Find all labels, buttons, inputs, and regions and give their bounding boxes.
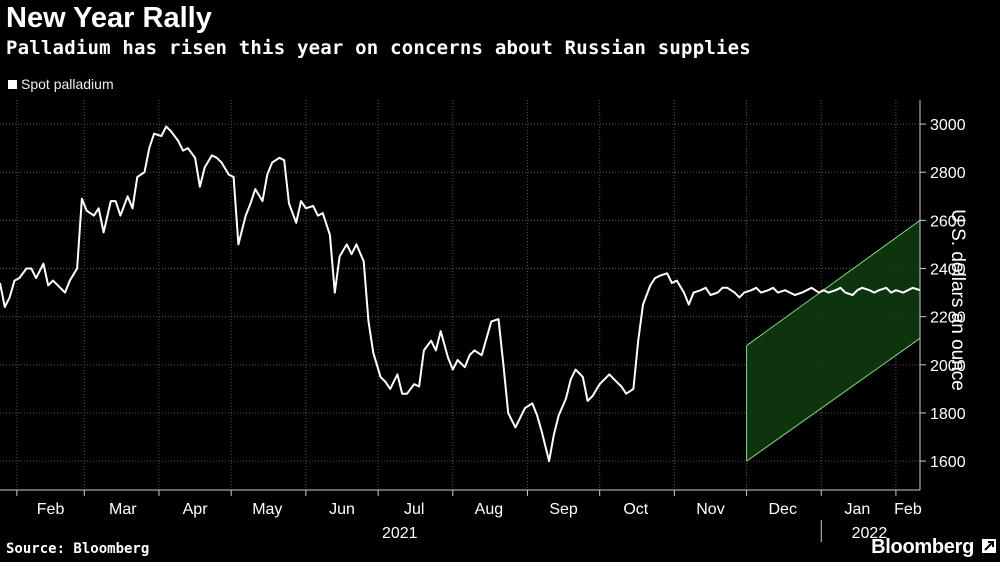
x-tick-label: Jul	[404, 501, 424, 518]
x-tick-label: Nov	[696, 501, 724, 518]
brand-logo: Bloomberg	[871, 536, 974, 558]
x-year-label: 2021	[382, 525, 418, 542]
x-tick-label: Feb	[894, 501, 922, 518]
legend: Spot palladium	[8, 76, 114, 92]
axis-layer: 1600 1800 2000 2200 2400 2600 2800 3000 U.S. dol…	[0, 100, 968, 542]
x-tick-label: Sep	[549, 501, 578, 518]
y-tick-label: 3000	[930, 117, 966, 134]
y-tick-label: 2200	[930, 310, 966, 327]
y-tick-label: 2400	[930, 262, 966, 279]
legend-swatch	[8, 79, 17, 89]
x-tick-label: Aug	[475, 501, 503, 518]
channel-lower-edge	[746, 337, 921, 462]
brand-mark-icon	[982, 539, 996, 553]
chart-title: New Year Rally	[6, 2, 212, 34]
x-tick-label: Feb	[37, 501, 65, 518]
x-tick-label: Apr	[183, 501, 209, 518]
x-tick-label: Mar	[109, 501, 137, 518]
channel-upper-edge	[746, 219, 921, 346]
x-tick-label: Dec	[768, 501, 796, 518]
x-tick-label: May	[252, 501, 282, 518]
y-tick-label: 2600	[930, 213, 966, 230]
x-year-label: 2022	[852, 525, 888, 542]
y-axis-label: U.S. dollars an ounce	[947, 209, 968, 391]
channel-layer	[746, 219, 921, 462]
x-tick-label: Jan	[844, 501, 870, 518]
y-tick-label: 1600	[930, 454, 966, 471]
trend-channel	[746, 220, 920, 462]
legend-label: Spot palladium	[21, 76, 114, 92]
y-tick-label: 2800	[930, 165, 966, 182]
x-tick-label: Oct	[623, 501, 648, 518]
y-tick-label: 2000	[930, 358, 966, 375]
x-tick-label: Jun	[329, 501, 355, 518]
y-tick-label: 1800	[930, 406, 966, 423]
series-line-spot-palladium	[0, 125, 921, 463]
chart-subtitle: Palladium has risen this year on concern…	[6, 37, 751, 59]
source-note: Source: Bloomberg	[6, 541, 150, 557]
series-layer	[0, 125, 921, 463]
